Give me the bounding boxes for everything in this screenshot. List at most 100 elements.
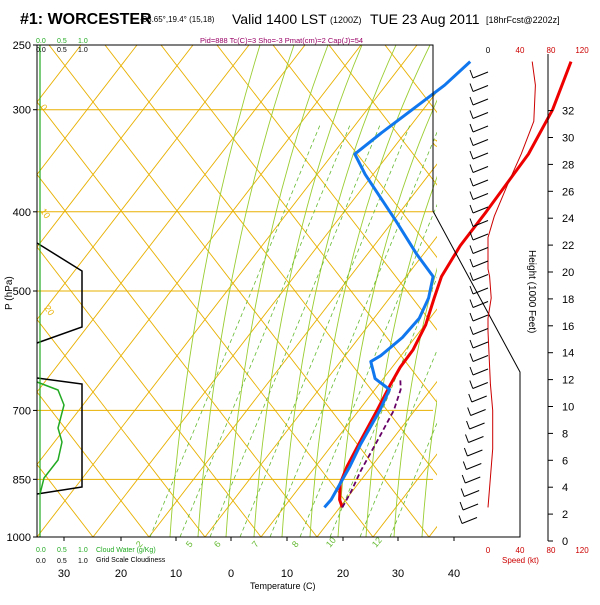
stability-indices: Pid=888 Tc(C)=3 Sho=-3 Pmat(cm)=2 Cap(J)… [200, 36, 363, 45]
temp-tick-label: 30 [58, 568, 70, 580]
dry-adiabat-line [204, 235, 437, 537]
cloud-water-title: Cloud Water (g/Kg) [96, 547, 156, 554]
wind-barb-flag [469, 299, 474, 308]
height-axis-title: Height (1000 Feet) [526, 250, 537, 333]
dry-adiabat-cross [553, 45, 600, 537]
wind-barb [472, 193, 489, 200]
wind-barb-flag [469, 218, 474, 227]
wind-barb [472, 260, 489, 268]
cloudiness-top-label: 0.0 [36, 47, 46, 54]
dry-adiabat-label: 10 [446, 213, 463, 230]
wind-barb [472, 341, 489, 349]
wind-barb [472, 233, 489, 241]
temp-tick-label: 10 [281, 568, 293, 580]
wind-barb-flag [460, 488, 465, 497]
dry-adiabat-cross [37, 246, 262, 537]
dry-adiabat-line [37, 45, 250, 321]
mixing-ratio-label: 10 [324, 535, 338, 549]
grid-cloudiness-title: Grid Scale Cloudiness [96, 557, 166, 564]
dry-adiabat-cross [328, 45, 437, 186]
wind-barb-flag [467, 407, 472, 416]
dry-adiabat-line [37, 45, 138, 176]
wind-barb [472, 139, 489, 146]
dry-adiabat-cross [48, 45, 430, 537]
mixing-ratio-lines [149, 124, 437, 537]
mixing-ratio-line [269, 131, 437, 537]
moist-adiabat-label: 0 [38, 102, 49, 112]
moist-adiabat [169, 45, 261, 537]
cloud-axis-top-label: 0.0 [36, 38, 46, 45]
wind-barb-flag [459, 501, 464, 511]
speed-tick-bottom: 80 [547, 546, 556, 555]
moist-adiabat-label: 20 [42, 303, 56, 317]
speed-tick-top: 80 [547, 46, 556, 55]
temp-tick-label: 0 [228, 568, 234, 580]
cloudiness-top-label: 1.0 [78, 47, 88, 54]
speed-tick-bottom: 0 [486, 546, 491, 555]
cloud-axis-top-label: 1.0 [78, 38, 88, 45]
mixing-ratio-label: 8 [290, 539, 301, 549]
height-tick-label: 2 [562, 509, 568, 521]
cloudiness-bottom-label: 0.0 [36, 558, 46, 565]
wind-barb [472, 368, 489, 376]
wind-barb [461, 517, 478, 524]
wind-barb [472, 166, 489, 173]
dry-adiabat-line [485, 45, 600, 537]
wind-barb-flag [468, 393, 473, 403]
speed-tick-bottom: 120 [575, 546, 589, 555]
wind-barb [472, 179, 489, 187]
cloudiness-bottom-label: 1.0 [78, 558, 88, 565]
dry-adiabat-line [316, 380, 437, 537]
moist-adiabat [281, 45, 397, 537]
right-panel: 0246810121416182022242628303200404080801… [458, 46, 589, 555]
wind-barb-flag [466, 420, 471, 430]
wind-barb-flag [469, 326, 474, 335]
temp-tick-label: 40 [448, 568, 460, 580]
cloud-axis-top-label: 0.5 [57, 38, 67, 45]
cloudiness-lower [36, 377, 83, 495]
height-tick-label: 24 [562, 213, 574, 225]
wind-barb [472, 152, 489, 160]
height-tick-label: 20 [562, 267, 574, 279]
wind-barb [472, 314, 489, 322]
dry-adiabat-cross [216, 45, 437, 331]
pressure-tick-label: 500 [13, 286, 31, 298]
wind-barb [469, 422, 485, 430]
dry-adiabat-cross [160, 45, 437, 404]
height-tick-label: 4 [562, 482, 568, 494]
wind-barb [472, 382, 488, 389]
wind-barb [472, 85, 489, 92]
wind-barb [470, 409, 486, 416]
temp-tick-label: 10 [170, 568, 182, 580]
wind-barb [463, 490, 480, 497]
height-tick-label: 6 [562, 455, 568, 467]
dry-adiabat-label: 0 [430, 137, 442, 150]
wind-barb [472, 328, 489, 335]
utc-time: (1200Z) [330, 15, 362, 25]
dry-adiabat-line [428, 525, 437, 537]
dry-adiabat-cross [37, 101, 374, 537]
dry-adiabat-label: 30 [502, 319, 519, 336]
height-tick-label: 14 [562, 348, 574, 360]
height-tick-label: 26 [562, 186, 574, 198]
dry-adiabat-line [260, 308, 437, 537]
dry-adiabat-line [372, 453, 437, 537]
wind-barb [472, 125, 489, 133]
cloud-axis-bottom-label: 1.0 [78, 547, 88, 554]
wind-barb-flag [469, 69, 474, 79]
height-tick-label: 0 [562, 536, 568, 548]
wind-barb [471, 395, 487, 403]
mixing-ratio-label: 7 [250, 539, 261, 549]
cloudiness-top-label: 0.5 [57, 47, 67, 54]
wind-barb-flag [469, 366, 474, 376]
mixing-ratio-line [179, 124, 351, 537]
cloud-axis-bottom-label: 0.5 [57, 547, 67, 554]
wind-barb-flag [469, 272, 474, 281]
temperature-line [338, 61, 573, 508]
mixing-ratio-line [239, 124, 411, 537]
wind-barb [472, 274, 489, 281]
height-tick-label: 32 [562, 106, 574, 118]
dry-adiabat-line [37, 45, 306, 393]
